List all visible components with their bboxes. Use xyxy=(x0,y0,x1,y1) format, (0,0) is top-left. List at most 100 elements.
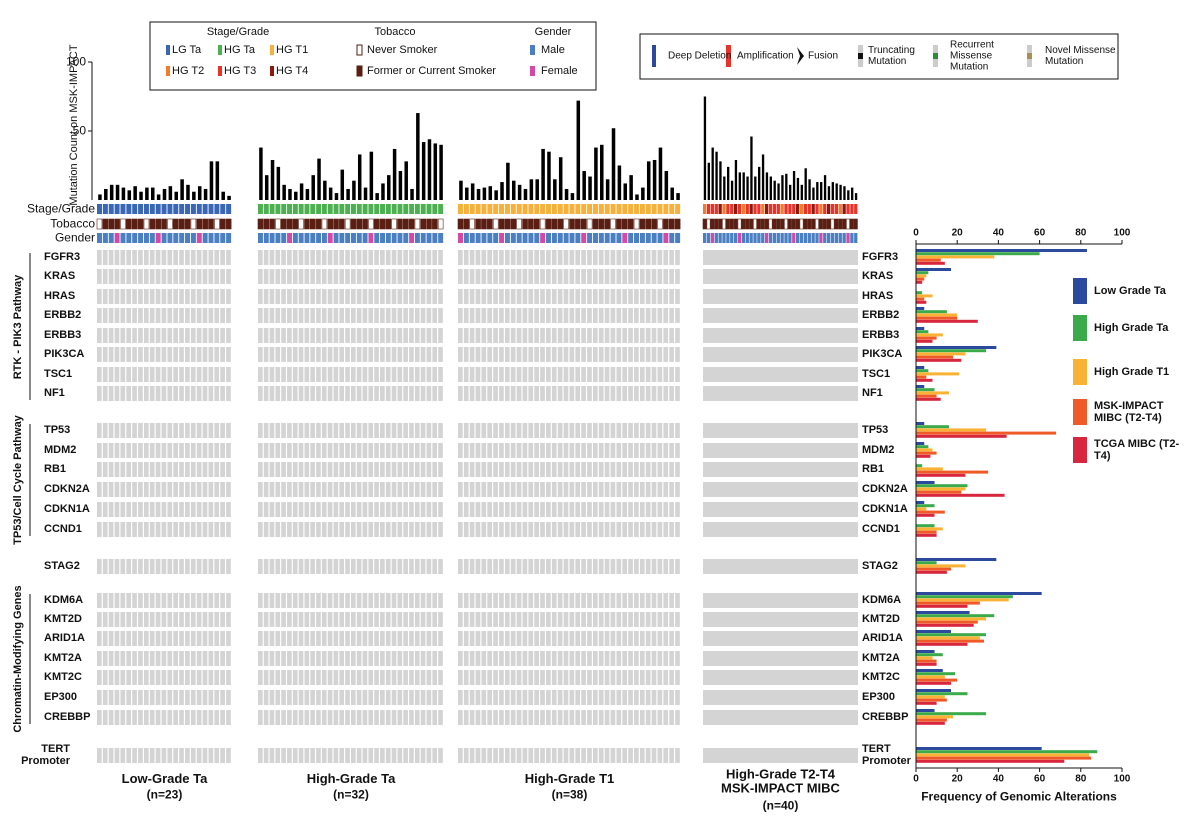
oncoprint-cell xyxy=(420,328,426,343)
oncoprint-cell xyxy=(374,612,379,627)
oncoprint-cell xyxy=(493,289,498,304)
oncoprint-cell xyxy=(475,328,481,343)
oncoprint-cell xyxy=(258,289,263,304)
oncoprint-cell xyxy=(469,308,475,323)
oncoprint-cell xyxy=(374,710,379,725)
tobacco-cell xyxy=(803,218,808,230)
bar xyxy=(421,142,426,200)
oncoprint-cell xyxy=(575,347,581,362)
bar xyxy=(916,530,937,534)
stage-cell xyxy=(102,204,108,214)
oncoprint-cell xyxy=(120,462,126,477)
oncoprint-cell xyxy=(155,443,161,458)
oncoprint-cell xyxy=(592,328,598,343)
oncoprint-cell xyxy=(149,631,155,646)
tobacco-cell xyxy=(569,218,575,230)
tobacco-cell xyxy=(173,218,179,230)
oncoprint-cell xyxy=(645,482,651,497)
oncoprint-cell xyxy=(587,367,592,382)
oncoprint-cell xyxy=(616,631,622,646)
oncoprint-cell xyxy=(258,748,263,763)
oncoprint-cell xyxy=(657,423,663,438)
oncoprint-cell xyxy=(114,748,120,763)
oncoprint-cell xyxy=(155,710,161,725)
oncoprint-cell xyxy=(97,367,102,382)
stage-cell xyxy=(190,204,196,214)
oncoprint-cell xyxy=(97,710,102,725)
bar xyxy=(916,611,970,614)
oncoprint-cell xyxy=(397,502,403,517)
oncoprint-cell xyxy=(149,462,155,477)
oncoprint-cell xyxy=(362,522,368,537)
oncoprint-cell xyxy=(420,308,426,323)
oncoprint-cell xyxy=(426,462,432,477)
oncoprint-cell xyxy=(126,462,132,477)
oncoprint-cell xyxy=(102,386,108,401)
oncoprint-cell xyxy=(426,367,432,382)
oncoprint-cell xyxy=(639,308,645,323)
oncoprint-cell xyxy=(481,559,487,574)
tobacco-cell xyxy=(219,218,226,230)
oncoprint-cell xyxy=(167,690,173,705)
oncoprint-cell xyxy=(281,269,286,284)
oncoprint-cell xyxy=(475,386,481,401)
gender-cell xyxy=(208,233,214,243)
bar xyxy=(823,175,827,200)
oncoprint-cell xyxy=(504,690,510,705)
gender-cell xyxy=(534,233,540,243)
gene-label: KMT2C xyxy=(44,670,82,683)
oncoprint-cell xyxy=(487,423,493,438)
oncoprint-cell xyxy=(351,347,356,362)
oncoprint-cell xyxy=(108,443,114,458)
oncoprint-cell xyxy=(397,289,403,304)
oncoprint-cell xyxy=(108,522,114,537)
stage-cell xyxy=(458,204,463,214)
oncoprint-cell xyxy=(622,593,628,608)
oncoprint-cell xyxy=(108,502,114,517)
oncoprint-cell xyxy=(310,250,315,265)
oncoprint-cell xyxy=(321,386,327,401)
oncoprint-cell xyxy=(493,690,498,705)
oncoprint-cell xyxy=(651,593,657,608)
oncoprint-cell xyxy=(385,386,391,401)
oncoprint-band xyxy=(703,443,858,458)
gene-label: EP300 xyxy=(862,690,896,703)
oncoprint-cell xyxy=(499,443,504,458)
oncoprint-cell xyxy=(179,482,184,497)
oncoprint-cell xyxy=(534,670,539,685)
oncoprint-cell xyxy=(155,690,161,705)
oncoprint-cell xyxy=(161,269,167,284)
oncoprint-cell xyxy=(463,559,469,574)
oncoprint-cell xyxy=(102,748,108,763)
oncoprint-cell xyxy=(409,612,414,627)
tobacco-cell xyxy=(432,218,438,230)
oncoprint-cell xyxy=(403,308,408,323)
oncoprint-band xyxy=(703,522,858,537)
oncoprint-cell xyxy=(304,386,310,401)
oncoprint-cell xyxy=(403,423,408,438)
oncoprint-cell xyxy=(516,482,522,497)
oncoprint-cell xyxy=(420,522,426,537)
oncoprint-cell xyxy=(345,443,350,458)
oncoprint-cell xyxy=(657,559,663,574)
gene-label: RB1 xyxy=(44,462,67,475)
oncoprint-cell xyxy=(202,289,208,304)
oncoprint-cell xyxy=(546,308,551,323)
oncoprint-cell xyxy=(414,347,420,362)
oncoprint-cell xyxy=(155,462,161,477)
bar xyxy=(203,188,208,200)
oncoprint-cell xyxy=(493,631,498,646)
oncoprint-cell xyxy=(534,462,539,477)
oncoprint-cell xyxy=(475,522,481,537)
oncoprint-cell xyxy=(651,347,657,362)
oncoprint-cell xyxy=(639,593,645,608)
gender-cell xyxy=(581,233,587,243)
oncoprint-cell xyxy=(575,593,581,608)
bar xyxy=(916,756,1092,760)
oncoprint-cell xyxy=(263,482,269,497)
oncoprint-cell xyxy=(403,462,408,477)
oncoprint-cell xyxy=(316,690,321,705)
oncoprint-cell xyxy=(374,651,379,666)
gender-cell xyxy=(622,233,628,243)
oncoprint-cell xyxy=(102,670,108,685)
